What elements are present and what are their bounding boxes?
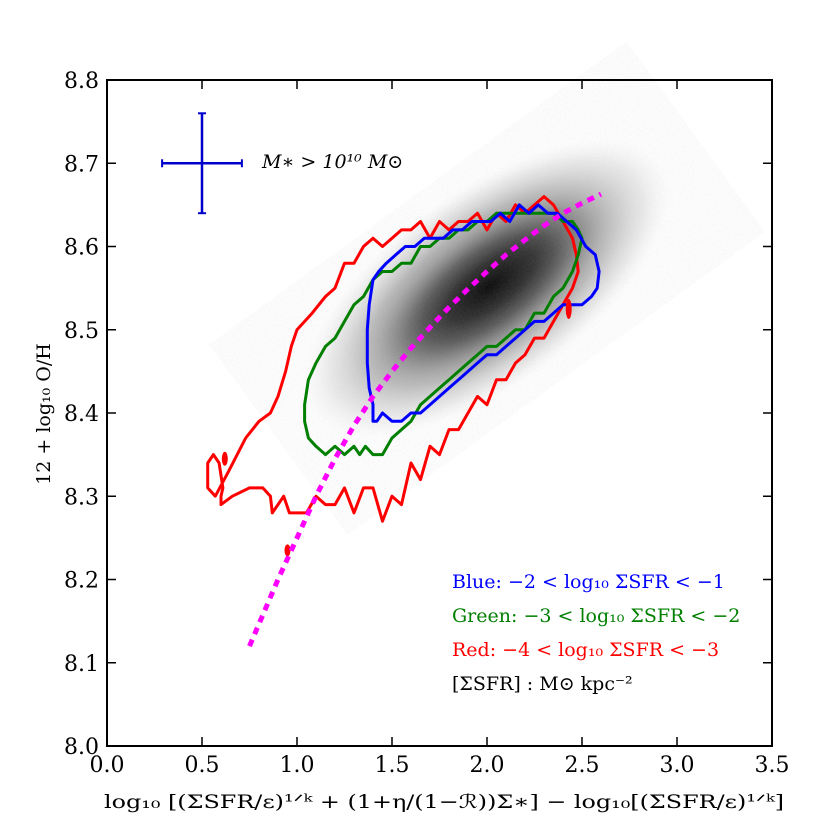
x-tick-label: 1.5 <box>375 753 410 778</box>
density-map <box>303 138 671 438</box>
y-tick-label: 8.8 <box>64 69 99 94</box>
contour-blue <box>365 203 601 423</box>
contour-red-island <box>284 544 291 557</box>
legend-entry: [ΣSFR] : M⊙ kpc⁻² <box>452 673 633 695</box>
contour-red-island <box>565 298 572 319</box>
legend-entry-prefix: Blue: <box>452 571 508 593</box>
x-tick-label: 2.0 <box>470 753 505 778</box>
y-tick-label: 8.0 <box>64 735 99 760</box>
x-tick-label: 3.5 <box>755 753 790 778</box>
contour-red-island <box>221 451 228 466</box>
legend-entry-text: −3 < log₁₀ ΣSFR < −2 <box>523 605 740 627</box>
x-tick-label: 3.0 <box>660 753 695 778</box>
legend-entry-text: −4 < log₁₀ ΣSFR < −3 <box>502 639 719 661</box>
legend-entry-prefix: Green: <box>452 605 523 627</box>
mass-annotation: M∗ > 10¹⁰ M⊙ <box>261 151 403 173</box>
legend-entry: Blue: −2 < log₁₀ ΣSFR < −1 <box>452 571 725 593</box>
density-noise <box>303 138 671 438</box>
x-tick-label: 0.5 <box>185 753 220 778</box>
contour-red <box>206 195 580 523</box>
density-cloud <box>303 138 671 438</box>
axis-tick-labels: 0.0 0.5 1.0 1.5 2.0 2.5 3.0 3.5 8.0 8.1 8.2 8.3 8.4 8… <box>64 69 790 778</box>
axis-ticks <box>106 79 773 747</box>
x-axis-label: log₁₀ [(ΣSFR/ε)¹ᐟᵏ + (1+η/(1−ℛ))Σ∗] − lo… <box>104 791 784 813</box>
x-tick-label: 1.0 <box>280 753 315 778</box>
error-bar <box>161 112 243 215</box>
model-curve-line <box>247 191 603 648</box>
legend-entry-text: [ΣSFR] : M⊙ kpc⁻² <box>452 673 633 695</box>
legend: Blue: −2 < log₁₀ ΣSFR < −1 Green: −3 < lo… <box>452 571 740 695</box>
y-tick-label: 8.5 <box>64 319 99 344</box>
y-tick-label: 8.2 <box>64 569 99 594</box>
y-axis-label: 12 + log₁₀ O/H <box>33 343 55 485</box>
legend-entry-text: −2 < log₁₀ ΣSFR < −1 <box>508 571 725 593</box>
y-tick-label: 8.6 <box>64 236 99 261</box>
x-tick-label: 2.5 <box>565 753 600 778</box>
y-tick-label: 8.3 <box>64 485 99 510</box>
y-tick-label: 8.1 <box>64 652 99 677</box>
legend-entry-prefix: Red: <box>452 639 502 661</box>
contour-layer <box>206 195 601 557</box>
x-tick-label: 0.0 <box>90 753 125 778</box>
y-tick-label: 8.4 <box>64 402 99 427</box>
legend-entry: Red: −4 < log₁₀ ΣSFR < −3 <box>452 639 719 661</box>
legend-entry: Green: −3 < log₁₀ ΣSFR < −2 <box>452 605 740 627</box>
model-curve <box>247 191 603 648</box>
y-tick-label: 8.7 <box>64 152 99 177</box>
